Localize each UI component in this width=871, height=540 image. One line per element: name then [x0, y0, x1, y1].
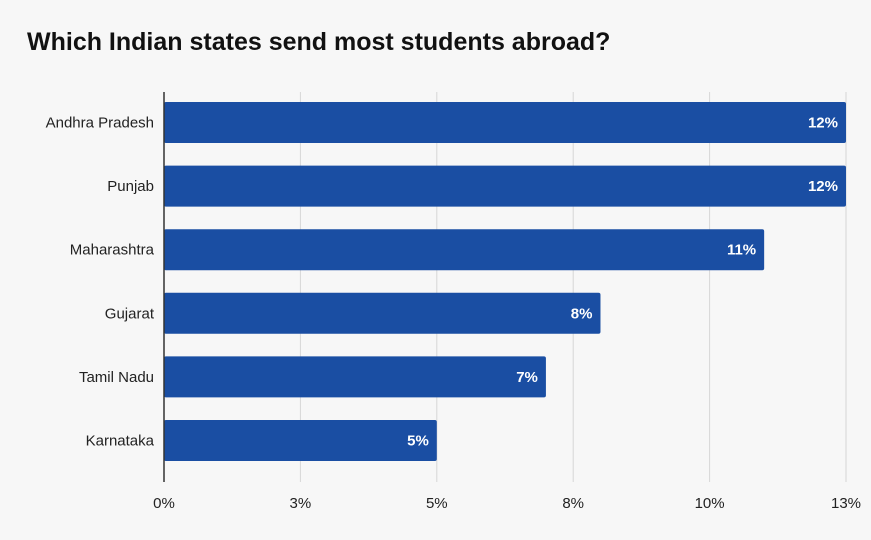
x-axis-ticks: 0% 3% 5% 8% 10% 13% — [153, 495, 861, 512]
x-tick-label: 13% — [831, 495, 861, 512]
x-tick-label: 0% — [153, 495, 175, 512]
category-label: Andhra Pradesh — [46, 115, 154, 132]
bars — [164, 102, 846, 461]
x-tick-label: 10% — [695, 495, 725, 512]
bar — [164, 165, 846, 207]
data-label: 5% — [407, 433, 429, 450]
bar — [164, 292, 601, 334]
category-label: Gujarat — [105, 305, 155, 322]
category-label: Karnataka — [86, 433, 155, 450]
data-label: 11% — [727, 242, 756, 259]
labels: Andhra Pradesh 12% Punjab 12% Maharashtra 11%… — [46, 115, 838, 450]
data-label: 8% — [571, 305, 593, 322]
chart-title: Which Indian states send most students a… — [27, 28, 611, 56]
bar — [164, 229, 765, 271]
bar — [164, 356, 546, 398]
bar — [164, 420, 437, 461]
category-label: Maharashtra — [70, 242, 155, 259]
data-label: 12% — [808, 115, 838, 132]
data-label: 12% — [808, 178, 838, 195]
data-label: 7% — [516, 369, 538, 386]
gridlines — [299, 92, 847, 482]
x-tick-label: 3% — [290, 495, 312, 512]
x-tick-label: 8% — [562, 495, 584, 512]
bar — [164, 102, 846, 143]
category-label: Tamil Nadu — [79, 369, 154, 386]
x-tick-label: 5% — [426, 495, 448, 512]
category-label: Punjab — [107, 178, 154, 195]
